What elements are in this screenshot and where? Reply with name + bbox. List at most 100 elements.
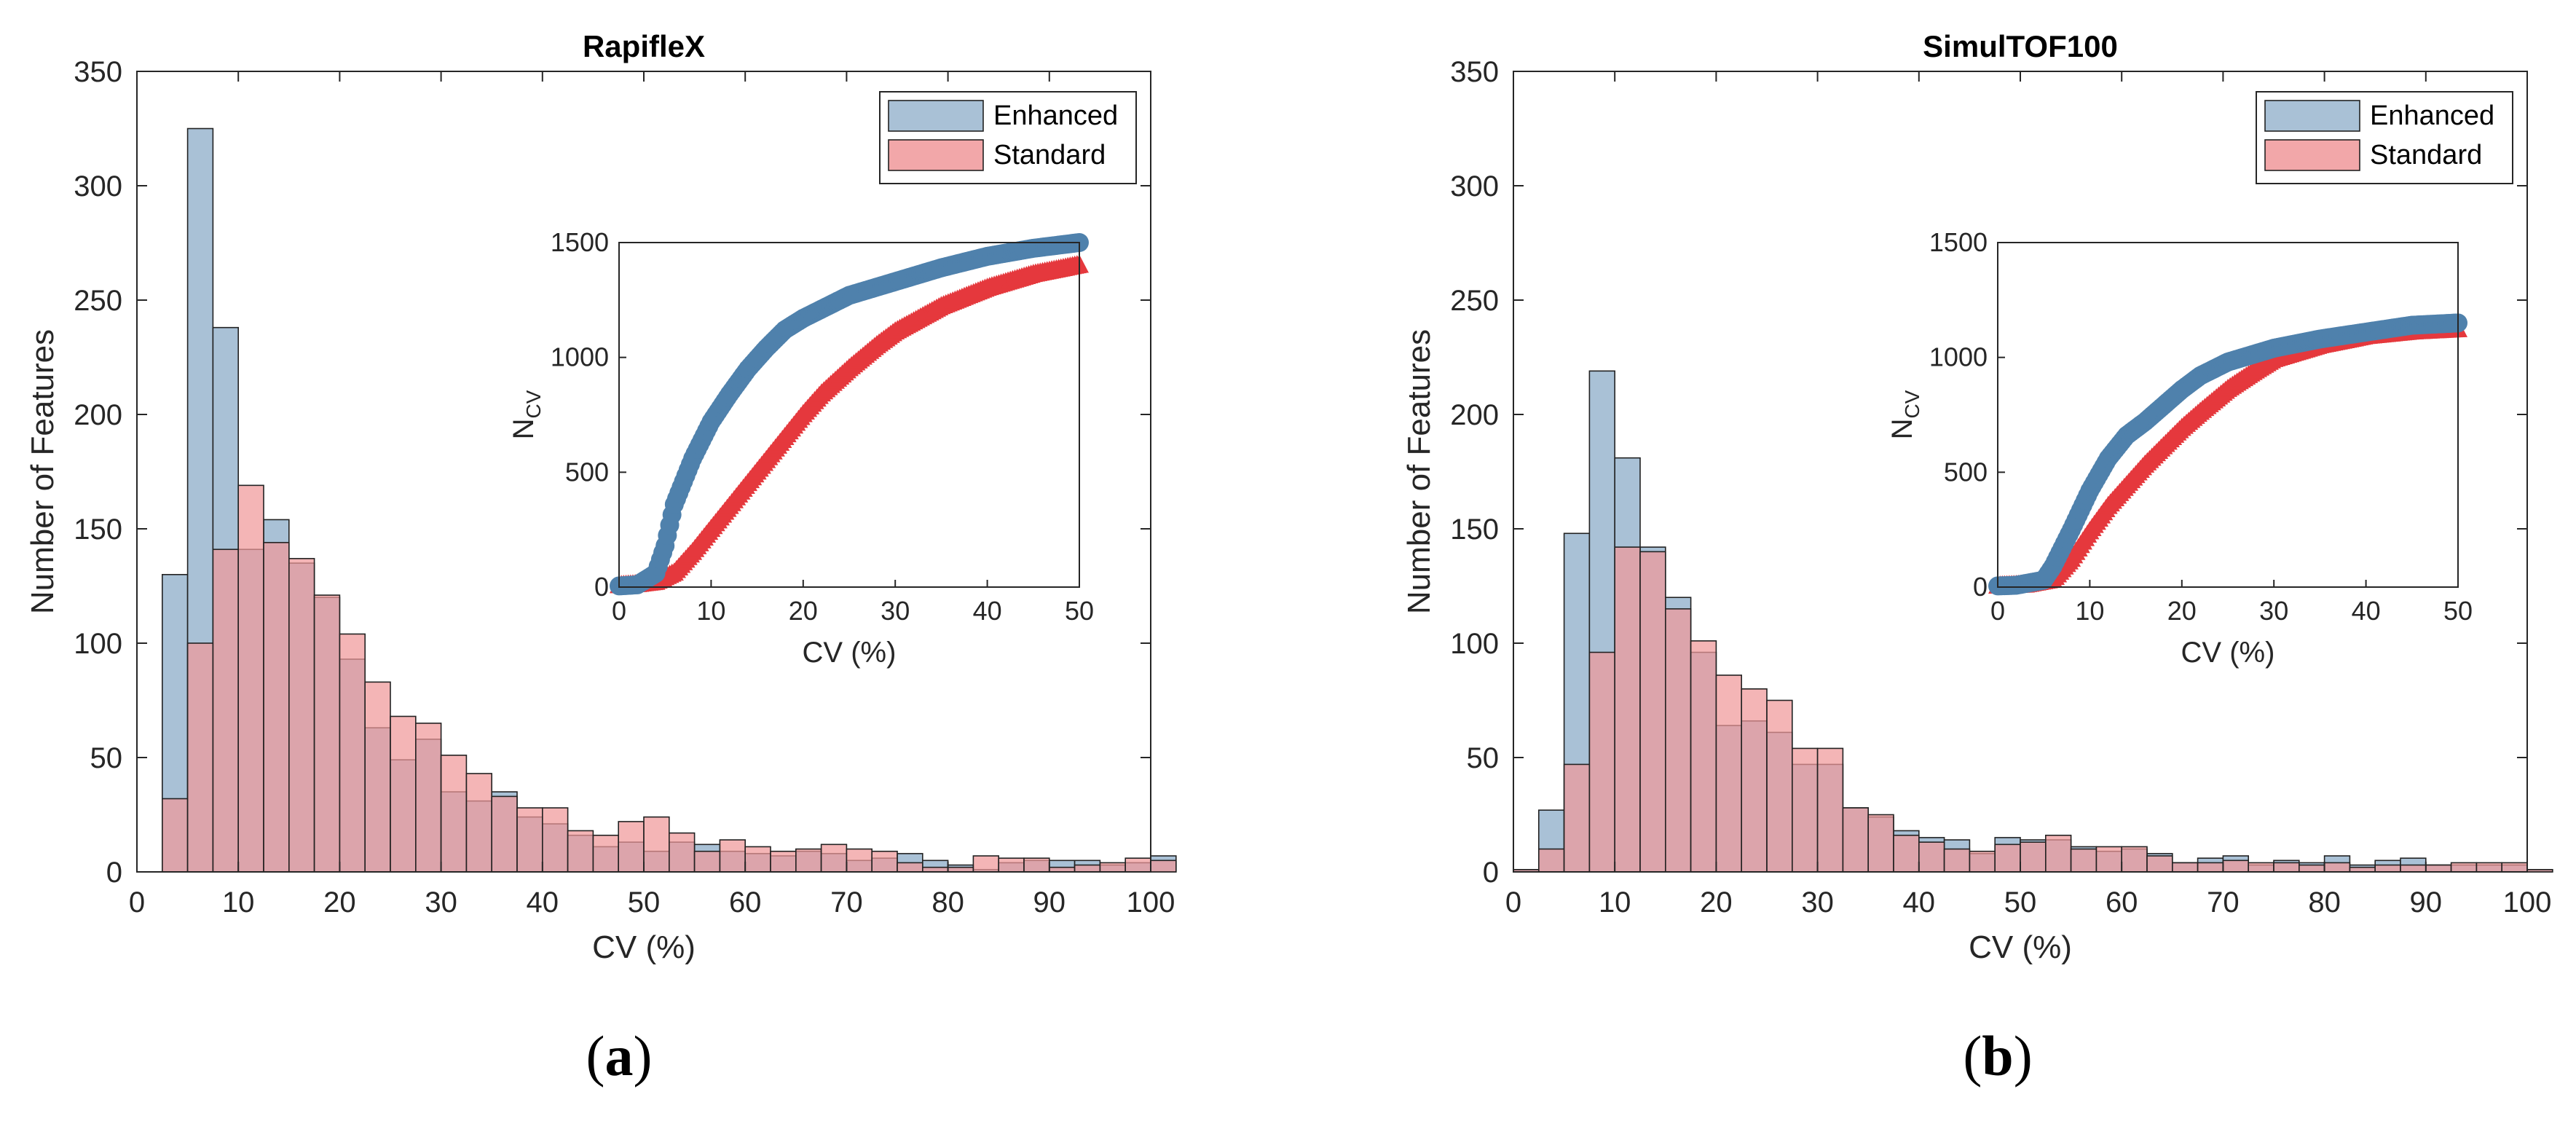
- x-tick-label: 10: [222, 886, 255, 919]
- x-tick-label: 80: [931, 886, 964, 919]
- bar-standard: [897, 862, 923, 873]
- bar-standard: [162, 798, 189, 873]
- bar-standard: [2070, 848, 2098, 873]
- x-tick-label: 90: [1033, 886, 1066, 919]
- x-tick-label: 30: [425, 886, 457, 919]
- y-tick-label: 150: [74, 514, 122, 546]
- bar-standard: [2248, 862, 2274, 873]
- x-tick-label: 60: [2106, 886, 2138, 919]
- y-axis-label: Number of Features: [25, 329, 60, 614]
- legend-swatch-standard: [888, 139, 984, 171]
- inset-x-tick-label: 30: [881, 596, 910, 626]
- y-tick-label: 300: [74, 170, 122, 202]
- inset-x-tick-label: 0: [612, 596, 626, 626]
- x-axis-label: CV (%): [592, 929, 696, 965]
- bar-standard: [2020, 841, 2047, 873]
- bar-standard: [2374, 864, 2401, 873]
- inset-y-tick-label: 0: [594, 572, 609, 602]
- bar-standard: [770, 850, 797, 873]
- legend-swatch-enhanced: [888, 100, 984, 132]
- inset-y-tick-label: 500: [1944, 457, 1988, 487]
- bar-standard: [1715, 674, 1742, 873]
- bar-standard: [186, 642, 214, 873]
- x-tick-label: 30: [1801, 886, 1834, 919]
- x-tick-label: 0: [1505, 886, 1521, 919]
- legend-label-standard: Standard: [2370, 140, 2482, 170]
- bar-standard: [1023, 857, 1050, 873]
- x-tick-label: 100: [2503, 886, 2552, 919]
- bar-standard: [2095, 846, 2122, 873]
- bar-standard: [288, 558, 315, 873]
- y-tick-label: 50: [90, 742, 123, 774]
- bar-standard: [263, 542, 290, 873]
- inset-x-tick-label: 20: [2167, 596, 2197, 626]
- inset-y-tick-label: 1000: [551, 342, 609, 372]
- x-tick-label: 90: [2410, 886, 2443, 919]
- bar-standard: [2172, 862, 2199, 873]
- inset-axes-box: [1997, 242, 2459, 588]
- bar-standard: [1124, 857, 1151, 873]
- bar-standard: [820, 843, 848, 873]
- chart-title: RapifleX: [583, 29, 705, 63]
- bar-standard: [668, 832, 696, 873]
- bar-standard: [465, 773, 493, 873]
- y-tick-label: 350: [1450, 56, 1499, 88]
- inset-y-axis-label-sub: CV: [522, 390, 545, 418]
- chart-panel-b: 0 10 20 30 40 50 60 70 80 90 100050100150200250300…: [1401, 29, 2553, 965]
- bar-standard: [1665, 608, 1692, 873]
- bar-standard: [871, 850, 898, 873]
- bar-standard: [440, 755, 468, 873]
- bar-standard: [516, 807, 543, 873]
- bar-standard: [2501, 862, 2528, 873]
- legend-label-enhanced: Enhanced: [993, 101, 1118, 131]
- x-tick-label: 40: [527, 886, 559, 919]
- bar-standard: [2475, 862, 2502, 873]
- bar-standard: [1893, 834, 1920, 873]
- bar-standard: [1969, 850, 1996, 873]
- bar-standard: [2197, 862, 2224, 873]
- bar-standard: [592, 834, 620, 873]
- bar-standard: [1074, 864, 1101, 873]
- y-tick-label: 0: [106, 857, 122, 889]
- legend-swatch-enhanced: [2264, 100, 2360, 132]
- inset-y-tick-label: 500: [565, 457, 609, 487]
- bar-standard: [491, 795, 518, 873]
- bar-standard: [2323, 862, 2351, 873]
- legend-label-standard: Standard: [993, 140, 1106, 170]
- inset-x-tick-label: 50: [1065, 596, 1094, 626]
- bar-standard: [1563, 763, 1591, 873]
- inset-x-axis-label: CV (%): [2181, 637, 2275, 669]
- bar-standard: [313, 594, 341, 873]
- x-tick-label: 40: [1903, 886, 1936, 919]
- bar-standard: [1867, 814, 1894, 873]
- inset-x-tick-label: 10: [696, 596, 725, 626]
- inset-x-tick-label: 40: [973, 596, 1002, 626]
- bar-standard: [719, 839, 747, 873]
- y-tick-label: 200: [74, 399, 122, 431]
- x-axis-label: CV (%): [1969, 929, 2072, 965]
- bar-standard: [390, 715, 417, 873]
- legend-swatch-standard: [2264, 139, 2360, 171]
- chart-title: SimulTOF100: [1923, 29, 2118, 63]
- bar-standard: [2222, 860, 2249, 873]
- x-tick-label: 80: [2308, 886, 2341, 919]
- bar-standard: [643, 816, 670, 873]
- bar-standard: [364, 681, 391, 873]
- bar-standard: [1994, 843, 2021, 873]
- inset-y-axis-label: NCV: [1886, 390, 1923, 439]
- y-tick-label: 250: [74, 285, 122, 317]
- bar-standard: [541, 807, 569, 873]
- y-tick-label: 100: [1450, 628, 1499, 660]
- bar-standard: [1150, 860, 1177, 873]
- bar-standard: [1538, 848, 1565, 873]
- bar-standard: [795, 848, 822, 873]
- y-tick-label: 50: [1467, 742, 1500, 774]
- x-tick-label: 60: [729, 886, 762, 919]
- inset-y-tick-label: 1000: [1929, 342, 1988, 372]
- bar-standard: [744, 846, 771, 873]
- inset-y-tick-label: 0: [1973, 572, 1988, 602]
- bar-standard: [693, 850, 721, 873]
